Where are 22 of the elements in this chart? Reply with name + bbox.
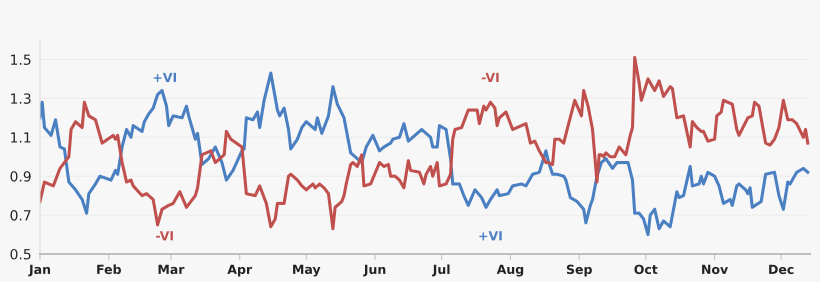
y-tick-label: 0.5 bbox=[10, 248, 30, 260]
x-tick-label: Apr bbox=[227, 264, 252, 277]
x-tick-label: Nov bbox=[702, 264, 728, 274]
x-tick-label: Oct bbox=[634, 264, 658, 274]
y-tick-label: 1.1 bbox=[11, 132, 30, 143]
x-tick-label: Dec bbox=[769, 264, 794, 274]
y-tick-label: 1.5 bbox=[11, 54, 30, 65]
y-tick-label: 0.7 bbox=[10, 210, 30, 221]
x-tick-label: Aug bbox=[496, 264, 524, 277]
y-tick-label: 0.9 bbox=[10, 171, 31, 182]
series-label: -VI bbox=[156, 231, 173, 240]
text: -VI bbox=[482, 72, 499, 82]
text: +VI bbox=[479, 231, 502, 240]
x-tick-label: Mar bbox=[158, 264, 184, 274]
x-tick-label: Jun bbox=[363, 264, 386, 276]
y-tick-label: 1.3 bbox=[11, 93, 31, 104]
x-tick-label: Jan bbox=[28, 264, 50, 276]
x-tick-label: Feb bbox=[97, 264, 121, 274]
x-tick-label: Jul bbox=[432, 264, 450, 276]
series-label: +VI bbox=[154, 72, 176, 82]
x-tick-label: Sep bbox=[566, 264, 592, 277]
x-tick-label: May bbox=[293, 264, 320, 277]
